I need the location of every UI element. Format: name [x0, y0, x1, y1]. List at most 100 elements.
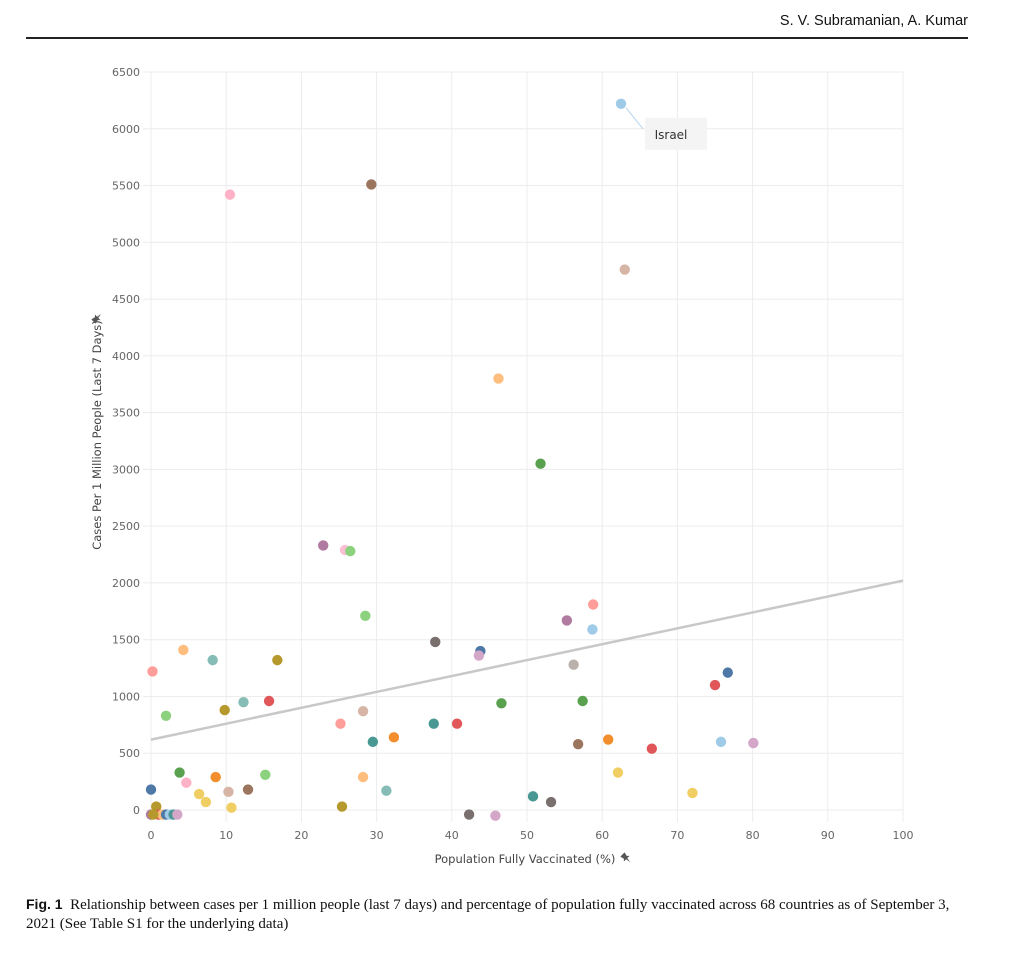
y-tick-label: 6500	[112, 66, 140, 79]
data-point[interactable]	[263, 695, 275, 707]
data-point[interactable]	[603, 734, 614, 745]
y-tick-label: 4000	[112, 350, 140, 363]
data-point[interactable]	[527, 791, 539, 802]
data-point[interactable]	[451, 718, 463, 729]
x-axis-label: Population Fully Vaccinated (%)	[435, 852, 616, 866]
data-point[interactable]	[587, 624, 598, 635]
y-tick-label: 1500	[112, 634, 140, 647]
x-tick-label: 100	[893, 829, 914, 842]
data-point[interactable]	[242, 784, 254, 795]
data-point[interactable]	[210, 771, 221, 783]
data-point[interactable]	[238, 696, 249, 708]
y-tick-label: 3000	[112, 463, 140, 476]
data-point[interactable]	[223, 786, 234, 798]
data-point[interactable]	[147, 666, 158, 677]
data-points	[145, 98, 759, 821]
data-point[interactable]	[193, 788, 205, 800]
data-point[interactable]	[335, 718, 346, 729]
x-tick-label: 90	[821, 829, 835, 842]
data-point[interactable]	[226, 802, 237, 813]
running-head-authors: S. V. Subramanian, A. Kumar	[779, 13, 968, 29]
data-point[interactable]	[493, 373, 504, 384]
data-point[interactable]	[272, 654, 283, 666]
data-point[interactable]	[568, 659, 579, 670]
data-point[interactable]	[145, 784, 157, 795]
data-point[interactable]	[577, 695, 588, 707]
data-point[interactable]	[561, 615, 573, 626]
y-tick-label: 1000	[112, 690, 140, 703]
data-point[interactable]	[381, 785, 392, 796]
data-point[interactable]	[430, 636, 441, 648]
data-point[interactable]	[207, 654, 218, 666]
data-point[interactable]	[219, 704, 230, 716]
y-tick-label: 2000	[112, 577, 140, 590]
data-point[interactable]	[587, 599, 599, 610]
y-tick-label: 2500	[112, 520, 140, 533]
data-point[interactable]	[181, 777, 192, 788]
data-point[interactable]	[151, 801, 162, 812]
data-point[interactable]	[612, 767, 624, 778]
data-point[interactable]	[428, 718, 439, 729]
x-axis-pin-icon[interactable]	[620, 852, 633, 865]
data-point[interactable]	[260, 769, 271, 781]
data-point[interactable]	[619, 264, 630, 275]
data-point[interactable]	[545, 796, 557, 808]
y-tick-label: 5500	[112, 180, 140, 193]
data-point[interactable]	[366, 179, 377, 190]
data-point[interactable]	[148, 809, 159, 820]
data-point[interactable]	[178, 644, 189, 656]
pin-glyph	[620, 852, 631, 863]
x-tick-label: 70	[670, 829, 684, 842]
caption-text: Relationship between cases per 1 million…	[26, 897, 950, 932]
y-tick-label: 500	[119, 747, 140, 760]
x-tick-label: 50	[520, 829, 534, 842]
y-tick-label: 6000	[112, 123, 140, 136]
data-point[interactable]	[709, 679, 721, 691]
annotation-leader-line	[625, 107, 644, 130]
pin-glyph	[91, 313, 102, 324]
data-point[interactable]	[722, 667, 733, 678]
chart-grid	[143, 71, 904, 822]
scatter-chart: 0500100015002000250030003500400045005000…	[90, 66, 914, 866]
x-tick-labels: 0 10 20 30 40 50 60 70 80 90 100	[148, 829, 914, 842]
data-point[interactable]	[473, 650, 485, 661]
data-point[interactable]	[748, 737, 759, 749]
data-point[interactable]	[357, 771, 369, 783]
data-point[interactable]	[224, 189, 236, 200]
data-point[interactable]	[367, 736, 379, 748]
data-point[interactable]	[535, 458, 546, 469]
data-point[interactable]	[388, 732, 400, 743]
data-point[interactable]	[357, 706, 369, 717]
x-tick-label: 20	[294, 829, 308, 842]
data-point[interactable]	[715, 736, 727, 748]
y-tick-label: 0	[133, 804, 140, 817]
annotation-group: Israel	[625, 107, 707, 150]
data-point[interactable]	[687, 787, 698, 799]
data-point[interactable]	[360, 610, 371, 622]
y-tick-label: 3500	[112, 407, 140, 420]
y-tick-label: 4500	[112, 293, 140, 306]
data-point[interactable]	[318, 540, 329, 551]
annotation-box	[645, 117, 707, 150]
y-axis-pin-icon[interactable]	[91, 311, 104, 324]
data-point[interactable]	[172, 809, 183, 820]
data-point[interactable]	[463, 809, 475, 820]
data-point[interactable]	[646, 743, 658, 754]
data-point[interactable]	[160, 710, 172, 721]
annotation-label: Israel	[655, 128, 688, 142]
data-point[interactable]	[345, 545, 356, 557]
x-tick-label: 0	[148, 829, 155, 842]
caption-label: Fig. 1	[26, 896, 63, 912]
data-point[interactable]	[174, 767, 185, 778]
data-point[interactable]	[496, 698, 507, 709]
data-point[interactable]	[200, 796, 212, 808]
data-point[interactable]	[615, 98, 627, 109]
x-tick-label: 10	[219, 829, 233, 842]
y-tick-labels: 0 500 1000 1500 2000 2500 3000 3500 4000 4500 5000…	[112, 66, 140, 817]
x-tick-label: 40	[445, 829, 459, 842]
y-axis-label: Cases Per 1 Million People (Last 7 Days)	[90, 320, 104, 550]
data-point[interactable]	[490, 810, 501, 821]
x-tick-label: 80	[746, 829, 760, 842]
data-point[interactable]	[572, 738, 584, 750]
data-point[interactable]	[336, 801, 348, 812]
